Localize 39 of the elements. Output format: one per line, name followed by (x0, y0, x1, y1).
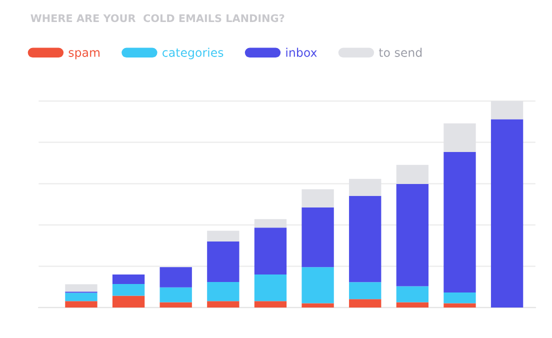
bar (396, 164, 429, 184)
bar (112, 274, 145, 284)
bar (302, 303, 334, 308)
bar (207, 282, 240, 302)
legend-label: to send (378, 48, 422, 57)
bar (396, 286, 429, 302)
bar (207, 241, 240, 282)
bar (302, 207, 334, 268)
bar (207, 230, 240, 242)
bar (349, 282, 382, 300)
bar (444, 123, 476, 152)
bar (349, 178, 382, 196)
bar (444, 303, 476, 308)
bar (160, 287, 192, 302)
legend-label: inbox (286, 48, 317, 57)
bar (349, 299, 382, 308)
bar (207, 301, 240, 308)
bar (65, 292, 98, 302)
bar (254, 301, 287, 308)
bar (349, 196, 382, 282)
legend-label: spam (68, 50, 100, 60)
bar (112, 296, 145, 308)
bar (396, 184, 429, 286)
bar (254, 274, 287, 302)
legend-label: categories (162, 48, 224, 60)
bar (160, 267, 192, 288)
bar (490, 101, 524, 120)
bar (302, 189, 334, 208)
bar (444, 152, 476, 292)
bar (490, 119, 524, 308)
bar (302, 267, 334, 304)
bar (160, 302, 192, 308)
bar (444, 292, 476, 304)
bar (396, 302, 429, 308)
bar (112, 284, 145, 296)
bar (254, 219, 287, 228)
bar (65, 301, 98, 308)
bar (65, 284, 98, 292)
bar (254, 228, 287, 275)
